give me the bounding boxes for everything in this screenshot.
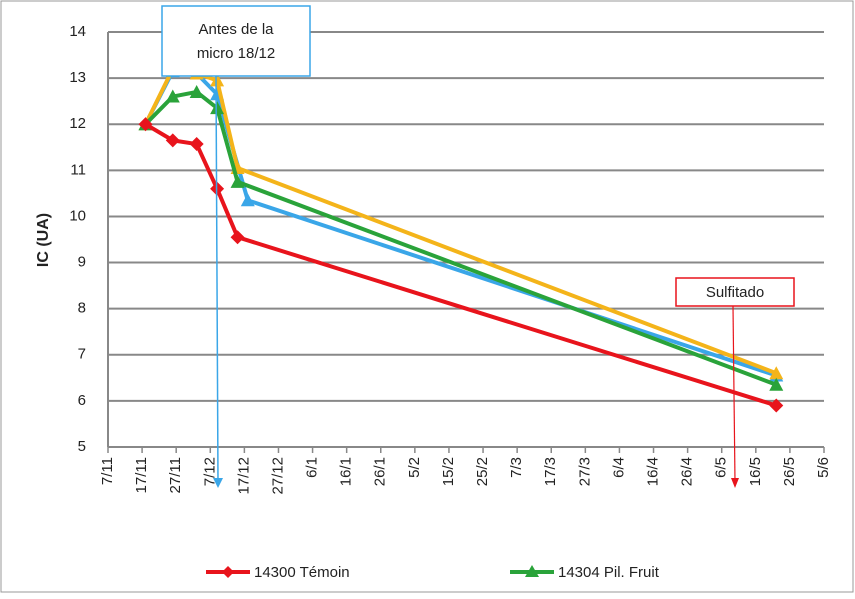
x-tick-label: 6/4: [610, 457, 627, 478]
x-tick-label: 27/3: [576, 457, 593, 486]
x-tick-label: 17/12: [235, 457, 252, 495]
y-tick-label: 8: [78, 300, 86, 317]
data-point: [189, 137, 204, 152]
arrow-head: [213, 478, 223, 488]
x-tick-label: 16/5: [747, 457, 764, 486]
data-point: [189, 84, 204, 98]
data-point: [230, 174, 245, 188]
data-point: [210, 101, 225, 115]
data-point: [769, 366, 784, 380]
annotation-arrow: [732, 305, 736, 483]
y-tick-label: 12: [69, 115, 86, 132]
x-tick-label: 17/3: [542, 457, 559, 486]
annotation-box: [161, 5, 311, 77]
data-point: [165, 133, 180, 148]
y-tick-label: 13: [69, 69, 86, 86]
legend-label: 14304 Pil. Fruit: [558, 564, 660, 581]
x-tick-label: 26/5: [781, 457, 798, 486]
y-axis-label: IC (UA): [35, 213, 52, 267]
annotation-box: [675, 277, 795, 307]
legend: 14300 Témoin 14304 Pil. Fruit: [206, 564, 660, 581]
x-tick-label: 6/5: [713, 457, 730, 478]
x-tick-label: 7/3: [508, 457, 525, 478]
legend-marker: [525, 565, 539, 577]
x-tick-label: 16/1: [338, 457, 355, 486]
y-tick-label: 7: [78, 346, 86, 363]
y-tick-label: 11: [70, 161, 86, 178]
x-tick-label: 27/12: [269, 457, 286, 495]
x-tick-label: 7/11: [99, 457, 116, 485]
x-tick-label: 16/4: [644, 457, 661, 486]
x-tick-label: 26/4: [679, 457, 696, 486]
x-tick-label: 25/2: [474, 457, 491, 486]
arrow-head: [731, 478, 739, 488]
annotation-text: Sulfitado: [706, 284, 764, 301]
y-tick-label: 10: [69, 207, 86, 224]
y-tick-label: 14: [69, 23, 86, 40]
annotation-micro: Antes de la micro 18/12: [161, 5, 311, 488]
annotation-sulfitado: Sulfitado: [675, 277, 795, 488]
legend-label: 14300 Témoin: [254, 564, 350, 581]
data-point: [210, 73, 225, 87]
x-tick-label: 6/1: [304, 457, 321, 478]
data-point: [230, 230, 245, 245]
x-tick-label: 17/11: [133, 457, 150, 493]
series-line: [144, 122, 777, 408]
y-tick-label: 5: [78, 438, 86, 455]
y-tick-label: 6: [78, 392, 86, 409]
data-point: [240, 193, 255, 207]
legend-marker: [222, 566, 234, 578]
x-tick-label: 27/11: [167, 457, 184, 493]
data-point: [138, 117, 153, 132]
data-point: [769, 398, 784, 413]
data-point: [769, 377, 784, 391]
x-tick-label: 15/2: [440, 457, 457, 486]
annotation-text: micro 18/12: [197, 45, 275, 62]
annotation-text: Antes de la: [198, 21, 274, 38]
annotation-arrow: [215, 75, 219, 483]
y-tick-label: 9: [78, 254, 86, 271]
data-point: [165, 89, 180, 103]
x-tick-label: 5/6: [815, 457, 832, 478]
x-tick-label: 5/2: [406, 457, 423, 478]
x-tick-label: 26/1: [372, 457, 389, 486]
